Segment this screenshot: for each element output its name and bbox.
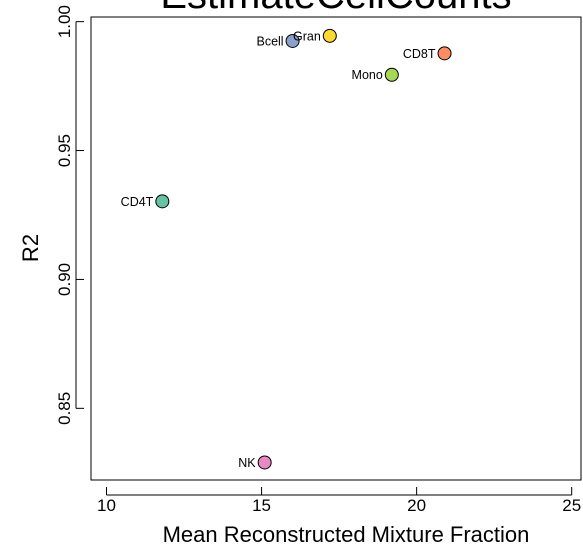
scatter-point xyxy=(322,28,337,43)
scatter-point xyxy=(257,455,272,470)
point-label: NK xyxy=(238,456,256,470)
chart-title: EstimateCellCounts xyxy=(160,0,511,17)
x-tick-label: 15 xyxy=(252,496,271,515)
x-tick-label: 25 xyxy=(562,496,581,515)
y-tick-label: 0.95 xyxy=(55,134,74,167)
x-tick-label: 20 xyxy=(407,496,426,515)
y-tick-label: 0.90 xyxy=(55,263,74,296)
point-cd8t: CD8T xyxy=(403,46,452,61)
scatter-point xyxy=(285,33,300,48)
y-axis: 0.85 0.90 0.95 1.00 xyxy=(55,5,84,425)
point-label: CD8T xyxy=(403,47,436,61)
point-cd4t: CD4T xyxy=(121,194,170,209)
point-mono: Mono xyxy=(352,67,399,82)
y-tick-label: 1.00 xyxy=(55,5,74,38)
data-points: Bcell Gran CD8T Mono CD4T NK xyxy=(121,28,452,470)
x-axis-label: Mean Reconstructed Mixture Fraction xyxy=(163,522,530,547)
point-label: CD4T xyxy=(121,195,154,209)
scatter-point xyxy=(384,67,399,82)
point-nk: NK xyxy=(238,455,272,470)
x-axis: 10 15 20 25 xyxy=(97,487,581,515)
x-tick-label: 10 xyxy=(97,496,116,515)
point-label: Bcell xyxy=(256,34,283,48)
y-axis-label: R2 xyxy=(18,234,43,262)
point-label: Mono xyxy=(352,68,383,82)
point-bcell: Bcell xyxy=(256,33,300,48)
point-label: Gran xyxy=(293,29,321,43)
y-tick-label: 0.85 xyxy=(55,392,74,425)
scatter-point xyxy=(155,194,170,209)
scatter-point xyxy=(437,46,452,61)
plot-frame xyxy=(90,16,582,481)
point-gran: Gran xyxy=(293,28,337,43)
